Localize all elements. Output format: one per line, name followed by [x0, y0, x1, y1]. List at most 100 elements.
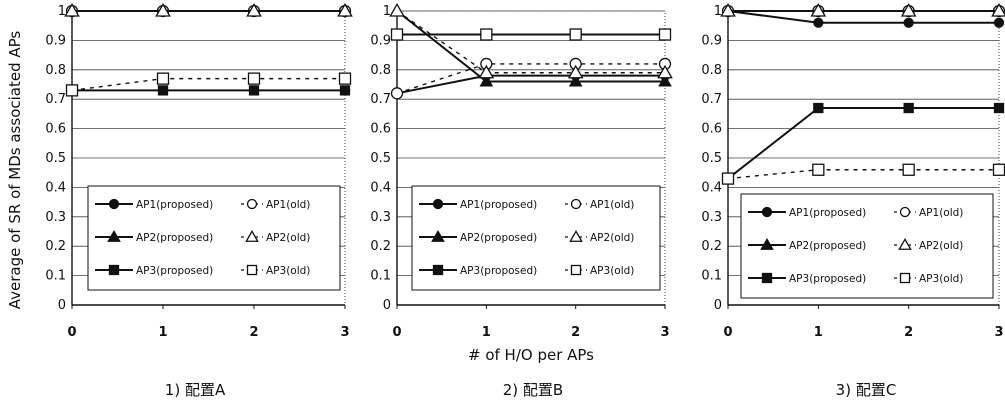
data-point	[657, 64, 673, 79]
legend-marker	[761, 206, 773, 218]
legend-label: AP3(old)	[919, 273, 963, 285]
legend-marker	[898, 237, 912, 250]
legend-label: AP1(proposed)	[136, 199, 213, 211]
series-line	[727, 10, 999, 24]
data-point	[389, 2, 405, 17]
legend-marker	[246, 264, 258, 276]
legend-label: AP1(old)	[590, 199, 634, 211]
data-point	[339, 85, 351, 96]
x-tick-label: 2	[571, 325, 580, 340]
x-tick-label: 1	[814, 325, 823, 340]
legend-label: AP1(old)	[266, 199, 310, 211]
legend-marker	[899, 272, 911, 284]
chart-panel-3: 0 0.1 0.2 0.3 0.4 0.5 0.6 0.7 0.8 0.9 1 0 1 2 3 AP1(pro…	[701, 2, 1005, 399]
y-tick-label: 0	[58, 298, 66, 313]
y-tick-label: 0	[714, 298, 722, 313]
series-line	[396, 63, 665, 94]
data-point	[157, 85, 169, 96]
legend-label: AP3(old)	[590, 265, 634, 277]
legend-marker	[432, 264, 444, 276]
legend-label: AP2(proposed)	[460, 232, 537, 244]
y-tick-label: 0.9	[45, 33, 66, 48]
chart-panels: 0 0.1 0.2 0.3 0.4 0.5 0.6 0.7 0.8 0.9 1 0 1 2 3 AP1(pro…	[45, 2, 1005, 399]
data-point	[569, 28, 582, 41]
y-axis-label: Average of SR of MDs associated APs	[6, 31, 24, 310]
series-line	[396, 10, 665, 83]
y-tick-label: 0.2	[701, 239, 722, 254]
data-point	[902, 163, 915, 176]
series-line	[727, 169, 999, 180]
data-point	[813, 17, 824, 28]
y-tick-label: 0.6	[45, 122, 66, 137]
x-tick-label: 3	[994, 325, 1003, 340]
y-tick-label: 1	[714, 4, 722, 19]
legend-marker	[761, 272, 773, 284]
x-tick-label: 0	[392, 325, 401, 340]
y-tick-label: 0.8	[701, 63, 722, 78]
y-tick-label: 0.6	[370, 122, 391, 137]
data-point	[721, 172, 735, 185]
data-point	[480, 28, 493, 41]
y-tick-label: 0	[383, 298, 391, 313]
y-tick-label: 1	[383, 4, 391, 19]
data-point	[900, 2, 917, 17]
panel-caption: 1) 配置A	[165, 381, 226, 399]
panel-caption: 2) 配置B	[503, 381, 563, 399]
data-point	[810, 2, 827, 17]
x-tick-label: 2	[904, 325, 913, 340]
y-tick-label: 0.5	[701, 151, 722, 166]
data-point	[720, 2, 736, 17]
data-point	[247, 72, 261, 85]
y-tick-label: 1	[58, 4, 66, 19]
data-point	[156, 72, 170, 85]
legend-marker	[246, 198, 258, 210]
legend-marker	[108, 264, 120, 276]
data-point	[478, 64, 495, 79]
y-tick-label: 0.2	[370, 239, 391, 254]
y-tick-label: 0.3	[370, 210, 391, 225]
legend-label: AP2(old)	[590, 232, 634, 244]
legend-label: AP2(old)	[919, 240, 963, 252]
x-axis-label: # of H/O per APs	[468, 346, 594, 364]
y-tick-label: 0.1	[45, 269, 66, 284]
legend-label: AP3(proposed)	[460, 265, 537, 277]
chart-panel-2: 0 0.1 0.2 0.3 0.4 0.5 0.6 0.7 0.8 0.9 1 0 1 2 3 AP1(pro…	[370, 2, 673, 399]
y-tick-label: 0.4	[370, 180, 391, 195]
data-point	[338, 72, 352, 85]
y-tick-label: 0.6	[701, 122, 722, 137]
data-point	[903, 102, 914, 114]
data-point	[993, 102, 1005, 114]
y-tick-label: 0.3	[45, 210, 66, 225]
legend: AP1(proposed) AP1(old) AP2(proposed) AP2(ol…	[411, 185, 661, 291]
legend-label: AP3(proposed)	[136, 265, 213, 277]
legend-label: AP3(old)	[266, 265, 310, 277]
data-point	[248, 85, 260, 96]
y-tick-label: 0.7	[45, 92, 66, 107]
legend-marker	[108, 198, 120, 210]
legend-label: AP2(old)	[266, 232, 310, 244]
x-tick-label: 0	[723, 325, 732, 340]
legend-marker	[570, 198, 582, 210]
x-tick-label: 2	[249, 325, 258, 340]
x-tick-label: 3	[340, 325, 349, 340]
data-point	[813, 102, 824, 114]
x-tick-label: 3	[660, 325, 669, 340]
y-tick-label: 0.5	[45, 151, 66, 166]
legend-marker	[107, 229, 121, 242]
legend-label: AP2(proposed)	[136, 232, 213, 244]
legend-label: AP1(proposed)	[460, 199, 537, 211]
legend-marker	[432, 198, 444, 210]
series-line	[727, 107, 999, 180]
y-tick-label: 0.5	[370, 151, 391, 166]
data-point	[64, 2, 80, 17]
data-point	[155, 2, 171, 17]
data-point	[246, 2, 262, 17]
data-point	[65, 84, 79, 97]
data-point	[479, 74, 494, 87]
legend: AP1(proposed) AP1(old) AP2(proposed) AP2(ol…	[87, 185, 341, 291]
x-tick-label: 1	[482, 325, 491, 340]
x-tick-label: 0	[67, 325, 76, 340]
data-point	[658, 28, 672, 41]
legend-marker	[760, 237, 774, 250]
legend-marker	[431, 229, 445, 242]
